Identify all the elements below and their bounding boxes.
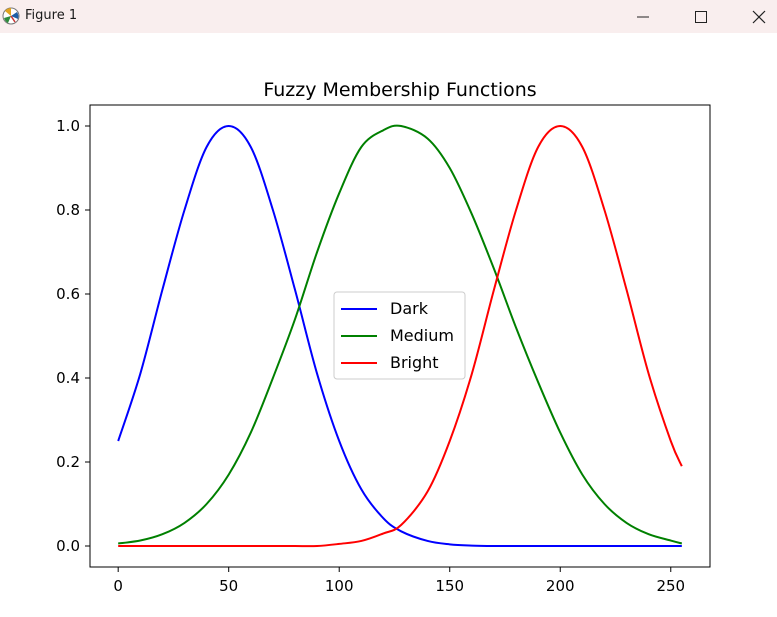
x-tick-label: 50 (219, 577, 238, 595)
y-tick-label: 0.2 (56, 453, 80, 471)
axes-frame (89, 104, 711, 568)
legend: Dark Medium Bright (333, 291, 466, 380)
series-line-medium (118, 124, 683, 545)
series-line-bright (118, 124, 683, 548)
y-tick-label: 0.8 (56, 201, 80, 219)
legend-box (333, 291, 466, 380)
legend-label-bright: Bright (390, 353, 439, 372)
minimize-button[interactable] (620, 0, 666, 33)
x-tick-label: 200 (546, 577, 575, 595)
series-line-dark (117, 124, 682, 548)
axes: 0 50 100 150 200 250 0.0 0.2 0.4 0.6 0.8 1.0 (56, 104, 711, 595)
figure-canvas: Fuzzy Membership Functions 0 50 100 150 200 2… (0, 33, 777, 617)
window-titlebar: Figure 1 (0, 0, 777, 33)
legend-label-medium: Medium (390, 326, 454, 345)
chart-title: Fuzzy Membership Functions (263, 79, 536, 101)
close-button[interactable] (736, 0, 777, 33)
y-tick-label: 0.0 (56, 537, 80, 555)
window-title: Figure 1 (25, 8, 78, 23)
minimize-icon (637, 16, 649, 17)
close-icon (752, 10, 766, 23)
maximize-icon (695, 10, 707, 23)
legend-label-dark: Dark (390, 299, 429, 318)
x-tick-label: 100 (325, 577, 354, 595)
y-tick-label: 0.4 (56, 369, 80, 387)
y-tick-label: 0.6 (56, 285, 80, 303)
x-tick-label: 250 (656, 577, 685, 595)
matplotlib-icon (2, 7, 20, 25)
plot-area (117, 124, 683, 548)
maximize-button[interactable] (678, 0, 724, 33)
x-tick-label: 150 (435, 577, 464, 595)
y-tick-label: 1.0 (56, 117, 80, 135)
x-tick-label: 0 (113, 577, 123, 595)
